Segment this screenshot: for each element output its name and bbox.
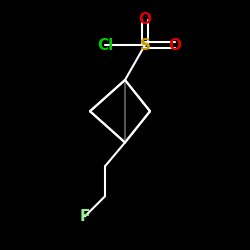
Text: S: S [140,38,150,52]
Text: O: O [138,12,151,28]
Text: O: O [168,38,181,52]
Text: Cl: Cl [97,38,113,52]
Text: F: F [80,209,90,224]
